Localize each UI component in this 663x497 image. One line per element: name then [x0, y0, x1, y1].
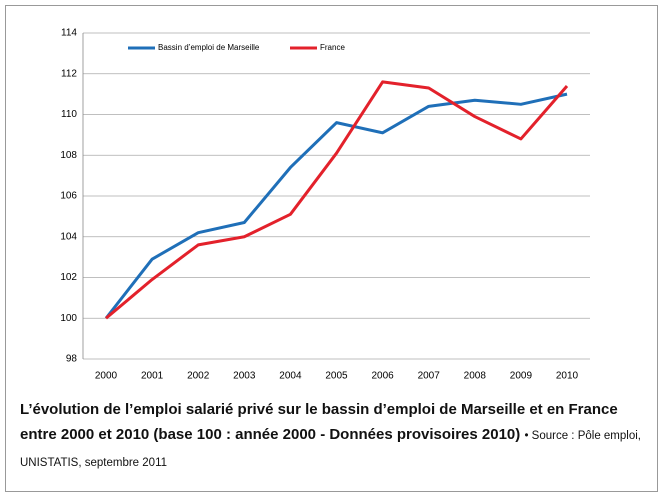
- series-line: [105, 80, 569, 320]
- x-tick-label: 2000: [95, 371, 118, 382]
- y-tick-label: 102: [60, 272, 77, 283]
- x-tick-label: 2003: [233, 371, 256, 382]
- caption-block: L’évolution de l’emploi salarié privé su…: [20, 397, 648, 476]
- series-line: [104, 92, 568, 320]
- x-tick-label: 2008: [464, 371, 487, 382]
- x-tick-label: 2005: [325, 371, 348, 382]
- y-tick-label: 106: [60, 191, 77, 202]
- y-tick-label: 104: [60, 231, 77, 242]
- x-tick-label: 2007: [418, 371, 441, 382]
- y-tick-label: 114: [61, 28, 77, 39]
- x-tick-label: 2004: [279, 371, 302, 382]
- x-tick-label: 2002: [187, 371, 210, 382]
- y-tick-label: 112: [61, 68, 77, 79]
- y-tick-label: 110: [61, 109, 77, 120]
- x-tick-label: 2001: [141, 371, 164, 382]
- x-tick-label: 2006: [371, 371, 394, 382]
- y-tick-label: 100: [60, 313, 77, 324]
- legend-label: Bassin d’emploi de Marseille: [158, 43, 260, 52]
- y-tick-label: 108: [60, 150, 77, 161]
- source: • Source : Pôle emploi, UNISTATIS, septe…: [20, 430, 641, 469]
- y-tick-label: 98: [66, 354, 78, 365]
- caption: L’évolution de l’emploi salarié privé su…: [20, 401, 618, 443]
- x-tick-label: 2010: [556, 371, 579, 382]
- x-tick-label: 2009: [510, 371, 533, 382]
- frame: [5, 5, 658, 492]
- legend-label: France: [320, 43, 345, 52]
